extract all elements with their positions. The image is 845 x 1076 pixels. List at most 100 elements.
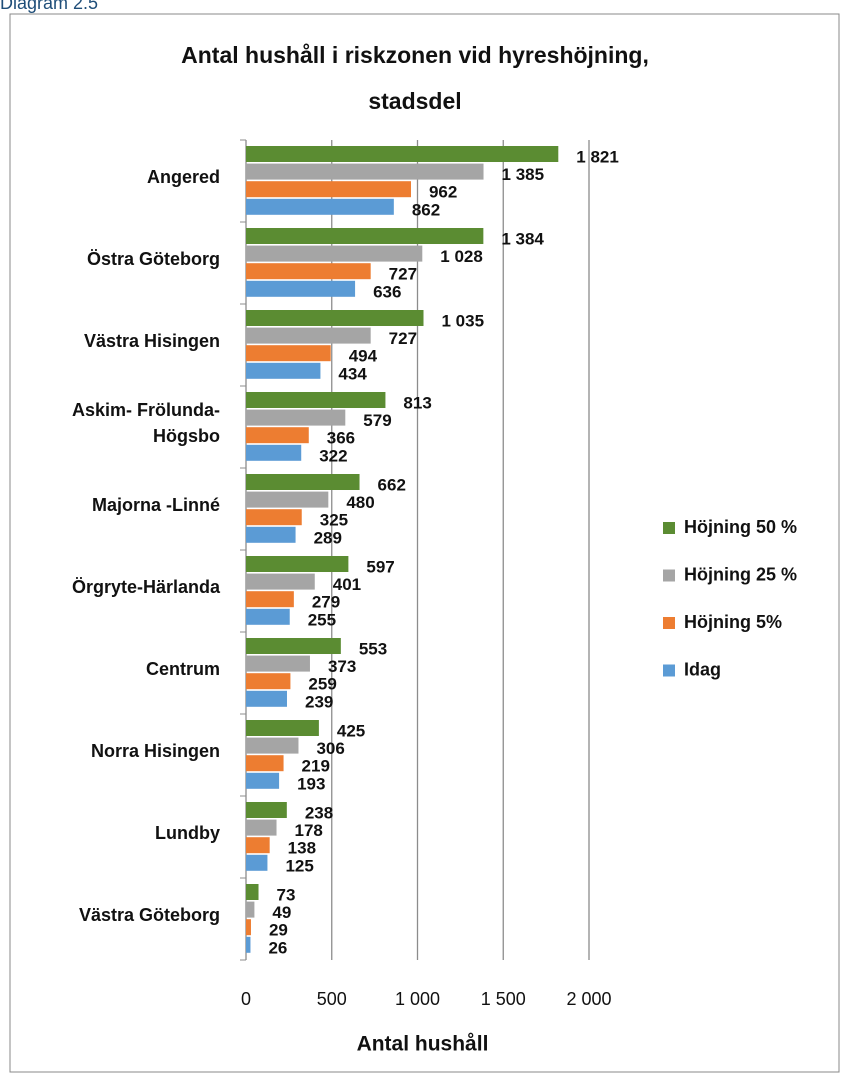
bar [246,181,411,198]
legend-swatch [663,617,675,629]
y-tick-label: Norra Hisingen [90,741,220,761]
bar [246,280,356,297]
value-label: 579 [363,411,391,430]
bar [246,690,287,707]
bar [246,854,268,871]
legend-label: Höjning 5% [684,612,782,632]
bar [246,263,371,280]
bar [246,573,315,590]
value-label: 373 [328,657,356,676]
bar [246,673,291,690]
y-tick-label: Örgryte-Härlanda [71,577,220,597]
value-label: 219 [302,757,330,776]
bar [246,345,331,362]
legend-swatch [663,569,675,582]
bar [246,720,319,736]
bar [246,737,299,754]
value-label: 255 [308,610,336,629]
y-tick-label: Askim- Frölunda- Högsbo [71,400,220,446]
value-label: 1 385 [502,165,545,184]
y-tick-label: Centrum [145,659,220,679]
legend-swatch [663,664,675,677]
value-label: 1 821 [576,147,619,166]
bar [246,802,287,818]
value-label: 662 [378,475,406,494]
bar [246,608,290,625]
y-tick-label: Majorna -Linné [91,495,220,515]
value-label: 322 [319,446,347,465]
bar [246,884,259,900]
bar [246,936,251,953]
bar [246,837,270,854]
bar [246,392,386,408]
value-label: 279 [312,593,340,612]
bar [246,772,280,789]
value-label: 597 [366,557,394,576]
bar [246,901,255,918]
value-label: 813 [403,393,431,412]
y-tick-label: Angered [146,167,220,187]
bar [246,591,294,608]
bar [246,556,349,572]
value-label: 138 [288,839,316,858]
bar [246,526,296,543]
value-label: 73 [277,885,296,904]
bar [246,919,251,936]
value-label: 636 [373,282,401,301]
x-tick-label: 1 500 [481,989,526,1009]
value-label: 962 [429,183,457,202]
value-label: 325 [320,511,348,530]
value-label: 1 384 [501,229,544,248]
y-tick-label: Östra Göteborg [86,249,220,269]
value-label: 306 [316,739,344,758]
x-tick-label: 0 [241,989,251,1009]
bar [246,427,309,444]
bar [246,228,484,244]
legend-label: Höjning 50 % [684,517,797,537]
legend-swatch [663,522,675,534]
bar [246,245,423,262]
value-label: 727 [389,329,417,348]
y-tick-label: Lundby [155,823,220,843]
header: Diagram 2.5 [0,0,99,13]
value-label: 425 [337,721,365,740]
value-label: 239 [305,692,333,711]
bar [246,444,302,461]
bar [246,362,321,379]
bar [246,755,284,772]
value-label: 178 [295,821,323,840]
value-label: 259 [308,675,336,694]
chart-border [9,13,840,1073]
value-label: 125 [285,856,313,875]
bar [246,163,484,180]
bar [246,509,302,526]
bar [246,327,371,344]
legend-label: Höjning 25 % [684,564,797,584]
bar [246,310,424,326]
value-label: 238 [305,803,333,822]
x-tick-label: 1 000 [395,989,440,1009]
value-label: 480 [346,493,374,512]
value-label: 1 035 [442,311,485,330]
value-label: 193 [297,774,325,793]
x-tick-label: 2 000 [566,989,611,1009]
chart-title: Antal hushåll i riskzonen vid hyreshöjni… [181,42,649,114]
x-axis-title: Antal hushåll [357,1033,489,1056]
value-label: 289 [314,528,342,547]
y-tick-label: Västra Göteborg [78,905,220,925]
bar [246,491,329,508]
value-label: 366 [327,429,355,448]
value-label: 727 [389,265,417,284]
x-tick-label: 500 [317,989,347,1009]
value-label: 494 [349,347,378,366]
bar [246,198,394,215]
value-label: 434 [338,364,367,383]
value-label: 26 [268,938,287,957]
bar [246,146,559,162]
bar [246,819,277,836]
bar [246,638,341,654]
bar [246,474,360,490]
value-label: 553 [359,639,387,658]
